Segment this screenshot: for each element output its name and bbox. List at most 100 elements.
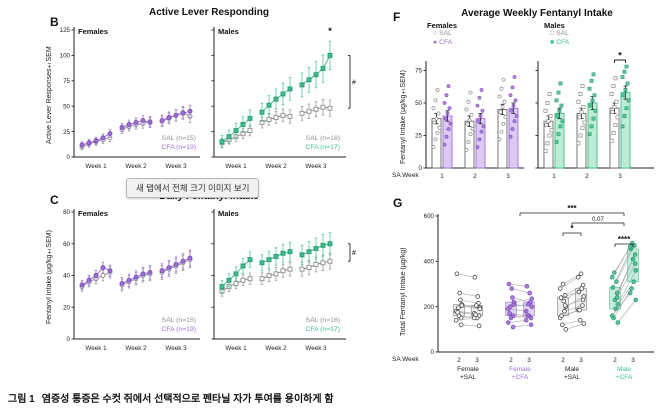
svg-text:*: * [328, 26, 332, 36]
svg-text:125: 125 [60, 27, 71, 34]
svg-text:Male: Male [617, 366, 631, 373]
legend-entry-cfa: CFA (n=19) [161, 326, 196, 333]
svg-text:Female: Female [509, 366, 531, 373]
svg-text:***: *** [567, 204, 577, 213]
panel-f-females-legend-title: Females [427, 21, 458, 30]
svg-text:0: 0 [419, 165, 423, 172]
panel-c-label: C [50, 193, 59, 207]
svg-text:3: 3 [475, 357, 479, 364]
svg-text:600: 600 [424, 213, 435, 220]
svg-text:1: 1 [440, 173, 444, 180]
svg-text:0: 0 [67, 336, 71, 343]
panel-g-x-axis-label: SA Week [392, 356, 419, 363]
svg-text:60: 60 [63, 241, 70, 248]
svg-text:+CFA: +CFA [512, 374, 529, 381]
svg-text:50: 50 [415, 100, 422, 107]
svg-text:25: 25 [415, 133, 422, 140]
svg-text:3: 3 [579, 357, 583, 364]
svg-text:Male: Male [565, 366, 579, 373]
panel-b-males-header: Males [218, 27, 239, 36]
open-square-icon: □ [550, 30, 555, 37]
svg-text:50: 50 [63, 103, 70, 110]
legend-entry-cfa: CFA (n=19) [161, 144, 196, 151]
panel-f-label: F [393, 10, 401, 24]
legend-item-label: SAL [439, 30, 452, 37]
svg-text:1: 1 [552, 173, 556, 180]
panel-b-label: B [50, 15, 59, 29]
legend-item-label: SAL [556, 30, 569, 37]
legend-item-males-sal: □ SAL [550, 30, 569, 37]
figure-caption-text: 염증성 통증은 수컷 쥐에서 선택적으로 펜타닐 자가 투여를 용이하게 함 [41, 394, 334, 405]
svg-text:400: 400 [424, 259, 435, 266]
legend-item-females-cfa: ● CFA [433, 39, 452, 46]
svg-text:Week 1: Week 1 [85, 345, 107, 352]
panel-c-y-axis-label: Fentanyl Intake (µg/kg±SEM) [46, 230, 53, 324]
panel-g-label: G [393, 196, 403, 210]
svg-text:75: 75 [63, 78, 70, 85]
legend-entry-cfa: CFA (n=17) [305, 144, 340, 151]
svg-text:2: 2 [613, 357, 617, 364]
panel-c-females-header: Females [78, 209, 109, 218]
svg-text:40: 40 [63, 273, 70, 280]
svg-text:Female: Female [457, 366, 479, 373]
panel-f-y-axis-label: Fentanyl Intake (µg/kg±SEM) [400, 70, 407, 165]
svg-text:Week 2: Week 2 [125, 345, 147, 352]
svg-text:0: 0 [67, 154, 71, 161]
legend-entry-sal: SAL (n=15) [161, 317, 196, 324]
open-image-in-new-tab-tooltip[interactable]: 새 탭에서 전체 크기 이미지 보기 [126, 178, 260, 198]
filled-square-icon: ■ [550, 39, 555, 46]
svg-text:2: 2 [509, 357, 513, 364]
panel-b-males-legend: SAL (n=16) CFA (n=17) [252, 134, 340, 152]
legend-item-females-sal: ○ SAL [433, 30, 452, 37]
svg-text:2: 2 [457, 357, 461, 364]
svg-text:25: 25 [63, 129, 70, 136]
svg-text:Week 1: Week 1 [225, 345, 247, 352]
svg-text:Week 2: Week 2 [265, 345, 287, 352]
panel-f-x-axis-label: SA Week [392, 172, 419, 179]
svg-text:0.07: 0.07 [592, 217, 604, 223]
figure-caption-number: 그림 1 [8, 394, 35, 405]
open-circle-icon: ○ [433, 30, 438, 37]
svg-text:Week 1: Week 1 [225, 163, 247, 170]
panel-f-plot: 0 25 50 75 1 2 3 1 2 3 * [415, 51, 654, 180]
svg-text:Week 1: Week 1 [85, 163, 107, 170]
legend-entry-sal: SAL (n=15) [161, 135, 196, 142]
svg-text:Week 2: Week 2 [125, 163, 147, 170]
svg-text:****: **** [618, 235, 631, 244]
panel-c-females-legend: SAL (n=15) CFA (n=19) [112, 316, 196, 334]
svg-text:+SAL: +SAL [564, 374, 580, 381]
svg-text:+SAL: +SAL [460, 374, 476, 381]
svg-text:3: 3 [631, 357, 635, 364]
legend-item-males-cfa: ■ CFA [550, 39, 569, 46]
panel-g-y-axis-label: Total Fentanyl Intake (µg/kg) [400, 247, 407, 337]
svg-text:100: 100 [60, 53, 71, 60]
svg-text:0: 0 [431, 349, 435, 356]
legend-entry-cfa: CFA (n=17) [305, 326, 340, 333]
legend-entry-sal: SAL (n=16) [305, 135, 340, 142]
svg-text:*: * [618, 51, 622, 61]
panel-c-plot: 0 20 40 60 80 Week 1 Week 2 Week 3 Week 1 Week 2 W… [63, 209, 356, 352]
svg-text:2: 2 [561, 357, 565, 364]
svg-text:Week 3: Week 3 [165, 163, 187, 170]
panel-f-males-legend-title: Males [544, 21, 565, 30]
figure-caption: 그림 1 염증성 통증은 수컷 쥐에서 선택적으로 펜타닐 자가 투여를 용이하게… [8, 390, 334, 405]
panel-f-title: Average Weekly Fentanyl Intake [461, 8, 613, 19]
panel-c-males-legend: SAL (n=16) CFA (n=17) [252, 316, 340, 334]
svg-text:3: 3 [618, 173, 622, 180]
panel-c-males-header: Males [218, 209, 239, 218]
svg-text:*: * [570, 224, 574, 233]
svg-text:#: # [352, 79, 356, 86]
svg-text:80: 80 [63, 209, 70, 216]
panel-b-title: Active Lever Responding [148, 7, 270, 18]
svg-text:+CFA: +CFA [616, 374, 633, 381]
svg-text:Week 3: Week 3 [165, 345, 187, 352]
svg-text:2: 2 [585, 173, 589, 180]
legend-item-label: CFA [439, 39, 453, 46]
panel-b-y-axis-label: Active Lever Responses±SEM [46, 46, 53, 144]
svg-text:75: 75 [415, 68, 422, 75]
panel-b-females-header: Females [78, 27, 109, 36]
svg-text:20: 20 [63, 304, 70, 311]
svg-text:Week 3: Week 3 [305, 345, 327, 352]
